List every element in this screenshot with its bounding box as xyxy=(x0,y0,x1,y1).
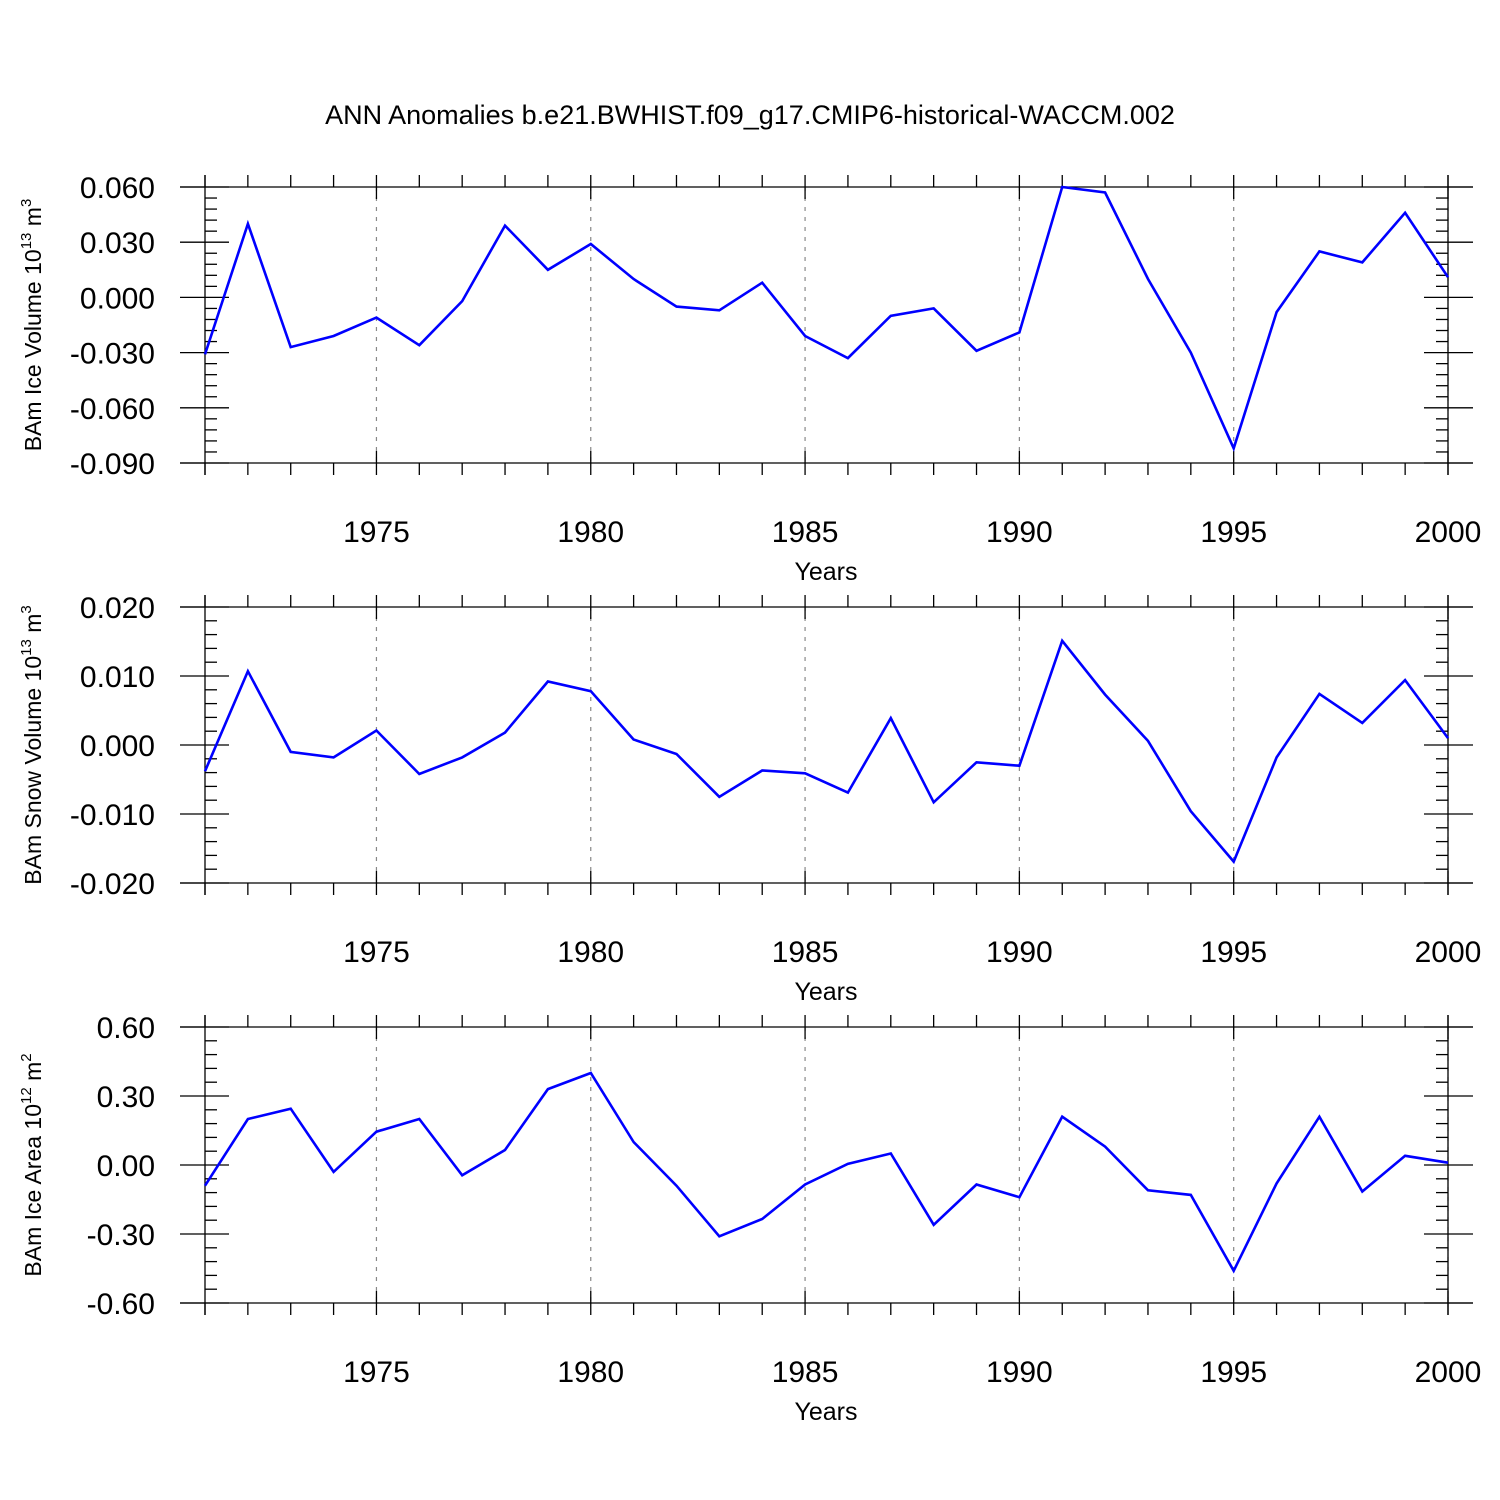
y-tick-label: 0.000 xyxy=(80,730,155,763)
panel-2: 0.020 0.010 0.000 -0.010 -0.020 1975 1980 1985 1… xyxy=(18,592,1481,1006)
x-tick-label: 2000 xyxy=(1415,1356,1482,1389)
y-tick-label: -0.60 xyxy=(87,1288,155,1321)
y-axis-title-unit-exponent: 3 xyxy=(18,605,35,613)
y-axis-title-exponent: 12 xyxy=(18,1087,35,1104)
x-tick-label: 1975 xyxy=(343,516,410,549)
y-axis-title: BAm Ice Area 1012 m2 xyxy=(18,1053,46,1276)
y-axis-title-unit-exponent: 3 xyxy=(18,199,35,207)
x-axis-title: Years xyxy=(794,978,857,1006)
y-axis-title-main: BAm Ice Area 10 xyxy=(20,1104,46,1277)
x-tick-label: 1980 xyxy=(557,516,624,549)
x-axis-title: Years xyxy=(794,558,857,586)
y-tick-label: 0.00 xyxy=(97,1150,155,1183)
y-tick-label: 0.030 xyxy=(80,227,155,260)
y-tick-label: -0.020 xyxy=(70,868,155,901)
panel-3: 0.60 0.30 0.00 -0.30 -0.60 1975 1980 1985 1990 19… xyxy=(18,1012,1481,1426)
y-tick-label: -0.090 xyxy=(70,448,155,481)
y-axis-title-unit-exponent: 2 xyxy=(18,1053,35,1061)
x-tick-label: 1995 xyxy=(1200,936,1267,969)
series-line xyxy=(203,185,1450,452)
y-axis-title: BAm Snow Volume 1013 m3 xyxy=(18,605,46,884)
x-tick-label: 2000 xyxy=(1415,516,1482,549)
x-tick-label: 1995 xyxy=(1200,1356,1267,1389)
chart-title: ANN Anomalies b.e21.BWHIST.f09_g17.CMIP6… xyxy=(325,100,1175,130)
y-axis-title-main: BAm Snow Volume 10 xyxy=(20,656,46,885)
y-tick-label: -0.060 xyxy=(70,393,155,426)
x-axis-title: Years xyxy=(794,1398,857,1426)
y-axis-title-exponent: 13 xyxy=(18,639,35,656)
y-axis-title-unit: m xyxy=(20,1062,46,1088)
y-axis-title-unit: m xyxy=(20,614,46,640)
x-tick-label: 1980 xyxy=(557,936,624,969)
y-axis-title: BAm Ice Volume 1013 m3 xyxy=(18,199,46,452)
x-tick-label: 1990 xyxy=(986,516,1053,549)
x-tick-label: 2000 xyxy=(1415,936,1482,969)
y-axis-title-exponent: 13 xyxy=(18,233,35,250)
y-tick-label: 0.020 xyxy=(80,592,155,625)
y-tick-label: 0.000 xyxy=(80,282,155,315)
x-tick-label: 1990 xyxy=(986,936,1053,969)
x-tick-label: 1980 xyxy=(557,1356,624,1389)
y-tick-label: 0.060 xyxy=(80,172,155,205)
y-axis-title-unit: m xyxy=(20,207,46,233)
y-axis-title-main: BAm Ice Volume 10 xyxy=(20,249,46,451)
x-tick-label: 1990 xyxy=(986,1356,1053,1389)
x-tick-label: 1995 xyxy=(1200,516,1267,549)
y-tick-label: -0.030 xyxy=(70,338,155,371)
y-tick-label: -0.30 xyxy=(87,1219,155,1252)
series-line xyxy=(203,1071,1449,1274)
x-tick-label: 1985 xyxy=(772,936,839,969)
x-tick-label: 1975 xyxy=(343,1356,410,1389)
x-tick-label: 1975 xyxy=(343,936,410,969)
y-tick-label: 0.30 xyxy=(97,1081,155,1114)
y-tick-label: 0.010 xyxy=(80,661,155,694)
panel-1: 0.060 0.030 0.000 -0.030 -0.060 -0.090 1975 198… xyxy=(18,172,1481,586)
x-tick-label: 1985 xyxy=(772,1356,839,1389)
x-tick-label: 1985 xyxy=(772,516,839,549)
series-line xyxy=(203,638,1450,865)
y-tick-label: -0.010 xyxy=(70,799,155,832)
y-tick-label: 0.60 xyxy=(97,1012,155,1045)
